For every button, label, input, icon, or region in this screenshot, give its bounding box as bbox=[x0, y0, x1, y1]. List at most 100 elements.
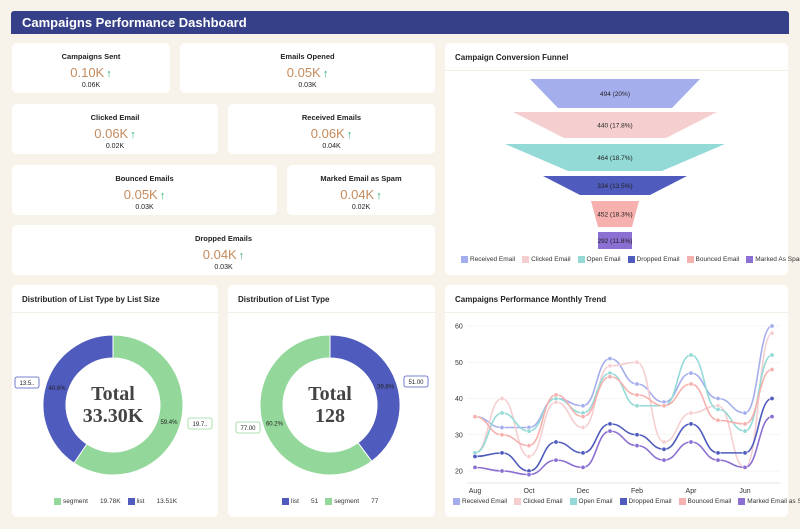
legend-item[interactable]: Clicked Email bbox=[514, 498, 563, 505]
series-line bbox=[474, 325, 773, 429]
arrow-up-icon: ↑ bbox=[238, 250, 245, 262]
legend-item[interactable]: Marked Email as Spam bbox=[738, 498, 800, 505]
kpi-previous: 0.03K bbox=[298, 82, 317, 89]
legend-swatch-icon bbox=[746, 256, 754, 263]
funnel-label: 440 (17.8%) bbox=[597, 123, 632, 130]
x-tick-label: Apr bbox=[686, 488, 698, 495]
donut-slice bbox=[329, 334, 401, 462]
trend-title: Campaigns Performance Monthly Trend bbox=[455, 295, 607, 304]
kpi-previous: 0.02K bbox=[105, 143, 125, 150]
data-point bbox=[661, 457, 667, 463]
legend-item[interactable]: Dropped Email bbox=[627, 256, 680, 263]
kpi-bounced-emails[interactable]: Bounced Emails 0.05K ↑ 0.03K bbox=[12, 165, 277, 215]
kpi-title: Emails Opened bbox=[280, 52, 335, 61]
funnel-label: 452 (18.3%) bbox=[597, 212, 632, 219]
data-point bbox=[499, 450, 505, 456]
legend-swatch-icon bbox=[577, 256, 585, 263]
funnel-title: Campaign Conversion Funnel bbox=[455, 53, 569, 62]
kpi-received-emails[interactable]: Received Emails 0.06K ↑ 0.04K bbox=[228, 104, 435, 154]
legend-value: 51 bbox=[310, 498, 319, 505]
trend-card: Campaigns Performance Monthly Trend 20 30… bbox=[445, 285, 800, 517]
legend-label: Received Email bbox=[462, 498, 508, 505]
data-point bbox=[769, 323, 775, 329]
kpi-marked-spam[interactable]: Marked Email as Spam 0.04K ↑ 0.02K bbox=[287, 165, 435, 215]
legend-item[interactable]: Dropped Email bbox=[619, 498, 672, 505]
legend-label: Open Email bbox=[578, 498, 613, 505]
data-point bbox=[769, 352, 775, 358]
series-line bbox=[474, 368, 773, 447]
donut-legend: segment 19.78K list 13.51K bbox=[54, 498, 180, 505]
legend-item[interactable]: segment 77 bbox=[325, 498, 378, 505]
donut-card-list-type: Distribution of List Type 39.8% 51.00 60.2… bbox=[228, 285, 435, 517]
data-point bbox=[472, 414, 478, 420]
legend-item[interactable]: Clicked Email bbox=[522, 256, 571, 263]
callout-label: 13.5.. bbox=[19, 381, 34, 387]
data-point bbox=[526, 472, 532, 478]
donut-center-label: Total bbox=[91, 383, 135, 405]
legend-item[interactable]: Open Email bbox=[577, 256, 621, 263]
legend-item[interactable]: Received Email bbox=[461, 256, 515, 263]
data-point bbox=[499, 425, 505, 431]
data-point bbox=[688, 439, 694, 445]
legend-label: Clicked Email bbox=[531, 256, 571, 263]
x-tick-label: Feb bbox=[631, 488, 643, 495]
dashboard-header: Campaigns Performance Dashboard bbox=[11, 11, 789, 34]
legend-label: list bbox=[291, 498, 299, 505]
donut-legend: list 51 segment 77 bbox=[282, 498, 381, 505]
legend-label: Received Email bbox=[470, 256, 516, 263]
funnel-chart: 494 (20%) 440 (17.8%) 464 (18.7%) 334 (13.5… bbox=[505, 79, 725, 249]
kpi-value: 0.04K bbox=[340, 187, 375, 202]
data-point bbox=[742, 421, 748, 427]
legend-swatch-icon bbox=[325, 498, 333, 505]
data-point bbox=[580, 450, 586, 456]
funnel-label: 292 (11.8%) bbox=[598, 238, 633, 245]
data-point bbox=[580, 414, 586, 420]
kpi-value: 0.05K bbox=[286, 65, 321, 80]
legend-swatch-icon bbox=[54, 498, 61, 505]
data-point bbox=[661, 403, 667, 409]
x-tick-label: Dec bbox=[577, 488, 590, 495]
kpi-title: Clicked Email bbox=[90, 113, 140, 122]
data-point bbox=[580, 425, 586, 431]
funnel-segment bbox=[505, 144, 725, 171]
series-line bbox=[474, 332, 773, 469]
data-point bbox=[742, 428, 748, 434]
data-point bbox=[715, 417, 721, 423]
legend-item[interactable]: list 13.51K bbox=[127, 498, 177, 505]
legend-item[interactable]: Open Email bbox=[569, 498, 613, 505]
data-point bbox=[526, 428, 532, 434]
legend-value: 19.78K bbox=[99, 498, 121, 505]
kpi-clicked-email[interactable]: Clicked Email 0.06K ↑ 0.02K bbox=[12, 104, 218, 154]
legend-item[interactable]: segment 19.78K bbox=[54, 498, 121, 505]
data-point bbox=[499, 396, 505, 402]
kpi-emails-opened[interactable]: Emails Opened 0.05K ↑ 0.03K bbox=[180, 43, 435, 93]
data-point bbox=[742, 464, 748, 470]
kpi-campaigns-sent[interactable]: Campaigns Sent 0.10K ↑ 0.06K bbox=[12, 43, 170, 93]
slice-percent-label: 39.8% bbox=[377, 385, 395, 391]
arrow-up-icon: ↑ bbox=[346, 129, 353, 141]
line-chart: 20 30 40 50 60 Aug Oct Dec Feb Apr Jun bbox=[455, 323, 780, 495]
data-point bbox=[607, 421, 613, 427]
legend-swatch-icon bbox=[127, 498, 135, 505]
funnel-label: 334 (13.5%) bbox=[597, 183, 632, 190]
kpi-title: Bounced Emails bbox=[115, 174, 174, 183]
data-point bbox=[634, 381, 640, 387]
kpi-dropped-emails[interactable]: Dropped Emails 0.04K ↑ 0.03K bbox=[12, 225, 435, 275]
data-point bbox=[688, 410, 694, 416]
legend-item[interactable]: Bounced Email bbox=[678, 498, 731, 505]
data-point bbox=[769, 414, 775, 420]
callout-box bbox=[187, 417, 213, 430]
legend-item[interactable]: Bounced Email bbox=[686, 256, 739, 263]
donut-title: Distribution of List Type by List Size bbox=[22, 295, 160, 304]
data-point bbox=[715, 406, 721, 412]
data-point bbox=[499, 468, 505, 474]
legend-item[interactable]: list 51 bbox=[282, 498, 318, 505]
data-point bbox=[715, 396, 721, 402]
data-point bbox=[472, 454, 478, 460]
kpi-value: 0.06K bbox=[310, 126, 345, 141]
legend-label: list bbox=[136, 498, 145, 505]
legend-item[interactable]: Marked As Spam bbox=[746, 256, 800, 263]
data-point bbox=[688, 352, 694, 358]
legend-item[interactable]: Received Email bbox=[453, 498, 507, 505]
